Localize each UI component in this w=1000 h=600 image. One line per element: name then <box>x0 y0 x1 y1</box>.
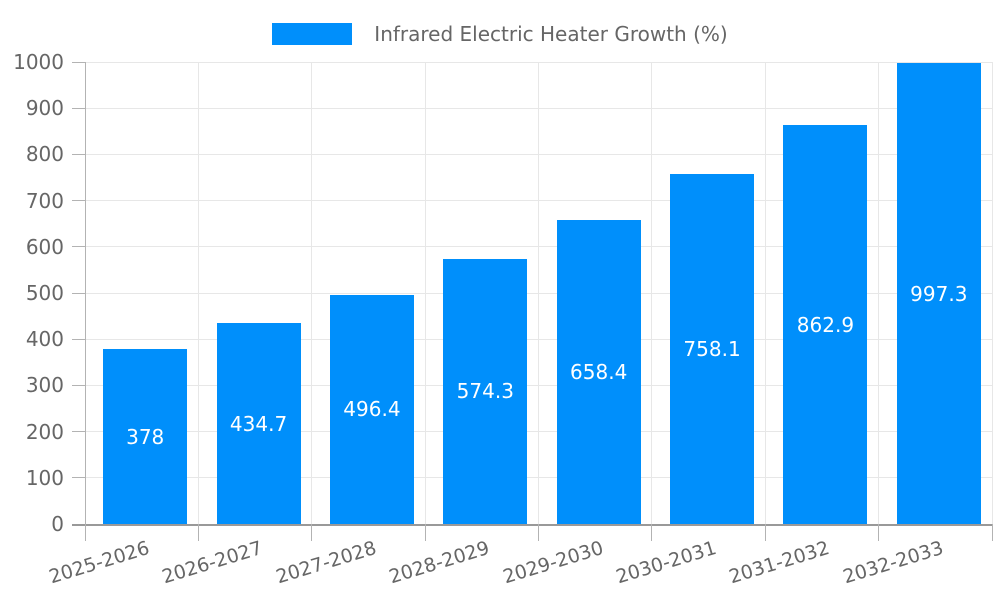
y-axis-line <box>85 62 86 524</box>
gridline-vertical <box>424 62 426 524</box>
x-axis-tick-label: 2032-2033 <box>840 537 946 589</box>
gridline-vertical <box>764 62 766 524</box>
y-axis-tick <box>72 61 85 63</box>
legend-label: Infrared Electric Heater Growth (%) <box>374 22 728 46</box>
x-axis-tick-label: 2025-2026 <box>46 537 153 589</box>
x-axis-tick-label: 2028-2029 <box>386 537 493 589</box>
bar-2030-2031[interactable]: 758.1 <box>670 173 755 524</box>
y-axis-tick <box>72 292 85 294</box>
y-axis-tick-label: 400 <box>25 327 64 352</box>
y-axis-tick <box>72 107 85 109</box>
y-axis-tick-label: 600 <box>25 234 64 259</box>
gridline-vertical <box>651 62 653 524</box>
bar-2028-2029[interactable]: 574.3 <box>443 258 528 524</box>
y-axis-tick <box>72 153 85 155</box>
gridline-vertical <box>197 62 199 524</box>
bar-value-label: 574.3 <box>456 379 514 404</box>
bar-2031-2032[interactable]: 862.9 <box>783 125 868 524</box>
y-axis-tick-label: 300 <box>25 373 64 398</box>
y-axis-tick-label: 100 <box>25 465 64 490</box>
x-axis-tick <box>84 524 86 541</box>
y-axis-tick-label: 1000 <box>13 50 64 74</box>
gridline-vertical <box>538 62 539 524</box>
x-axis-tick <box>197 524 199 541</box>
x-axis-tick-label: 2030-2031 <box>613 537 719 589</box>
x-axis-line <box>72 524 992 526</box>
x-axis-tick-label: 2027-2028 <box>273 537 379 589</box>
x-axis-tick-label: 2031-2032 <box>726 537 833 589</box>
x-axis-tick-label: 2026-2027 <box>160 537 266 589</box>
bar-2029-2030[interactable]: 658.4 <box>556 219 641 524</box>
y-axis-tick <box>72 246 85 248</box>
x-axis-tick <box>991 524 993 541</box>
x-axis-tick <box>764 524 766 541</box>
legend-swatch <box>272 23 353 45</box>
gridline-vertical <box>991 62 993 524</box>
x-axis-tick-label: 2029-2030 <box>500 537 606 589</box>
bar-2026-2027[interactable]: 434.7 <box>216 323 301 524</box>
y-axis-tick <box>72 384 85 386</box>
bar-2025-2026[interactable]: 378 <box>103 349 188 524</box>
x-axis-tick <box>651 524 653 541</box>
legend-item[interactable]: Infrared Electric Heater Growth (%) <box>0 17 1000 51</box>
y-axis-tick <box>72 338 85 340</box>
bar-value-label: 658.4 <box>570 359 628 384</box>
y-axis-tick-label: 200 <box>25 419 64 444</box>
y-axis-tick-label: 0 <box>51 512 64 536</box>
x-axis-tick <box>878 524 880 541</box>
y-axis-tick-label: 800 <box>25 142 64 167</box>
y-axis-tick-label: 700 <box>25 188 64 213</box>
gridline-vertical <box>311 62 313 524</box>
bar-value-label: 758.1 <box>683 336 741 361</box>
y-axis-tick <box>72 477 85 479</box>
bar-value-label: 378 <box>126 424 165 449</box>
y-axis-tick <box>72 200 85 202</box>
plot-area: 378 434.7 496.4 574.3 658.4 758.1 862.9 997.3 <box>85 61 993 524</box>
x-axis-tick <box>424 524 426 541</box>
bar-value-label: 997.3 <box>910 281 968 306</box>
x-axis-tick <box>538 524 539 541</box>
bar-value-label: 434.7 <box>229 411 288 436</box>
gridline-vertical <box>878 62 880 524</box>
bar-2027-2028[interactable]: 496.4 <box>329 294 414 524</box>
y-axis-tick-label: 900 <box>25 96 64 121</box>
y-axis-tick-label: 500 <box>25 281 64 305</box>
bar-value-label: 496.4 <box>343 397 401 422</box>
x-axis-tick <box>311 524 313 541</box>
y-axis-tick <box>72 431 85 433</box>
bar-value-label: 862.9 <box>796 312 855 337</box>
bar-2032-2033[interactable]: 997.3 <box>896 63 981 524</box>
